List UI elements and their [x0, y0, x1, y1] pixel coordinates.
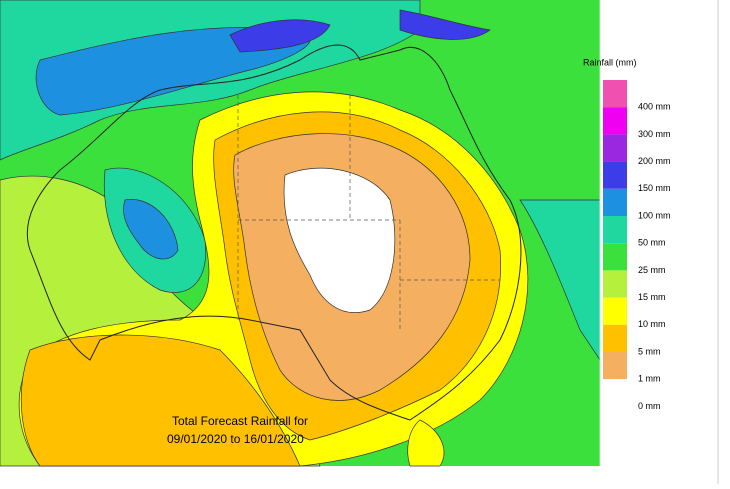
legend-label: 50 mm — [638, 238, 666, 248]
rain-zone — [123, 199, 179, 260]
coastline — [26, 44, 522, 421]
legend-swatch — [603, 352, 627, 380]
legend-label: 1 mm — [638, 374, 661, 384]
rainfall-map — [0, 0, 601, 467]
legend-label: 400 mm — [638, 102, 671, 112]
legend-label: 300 mm — [638, 129, 671, 139]
rain-zone — [399, 9, 491, 40]
legend-swatch — [603, 243, 627, 271]
legend-swatch — [603, 134, 627, 162]
legend-swatch — [603, 216, 627, 244]
legend-swatch — [603, 188, 627, 216]
legend-label: 25 mm — [638, 265, 666, 275]
legend-swatch — [603, 324, 627, 352]
rain-zone — [20, 334, 301, 467]
caption: Total Forecast Rainfall for — [172, 414, 308, 428]
legend-swatch — [603, 107, 627, 135]
legend-swatch — [603, 379, 627, 407]
legend-swatch — [603, 297, 627, 325]
rain-zone — [283, 167, 396, 313]
legend: 400 mm 300 mm 200 mm 150 mm 100 mm 50 mm 25 mm… — [603, 80, 671, 411]
legend-label: 0 mm — [638, 401, 661, 411]
caption: 09/01/2020 to 16/01/2020 — [167, 432, 304, 446]
legend-label: 200 mm — [638, 156, 671, 166]
rain-zone — [229, 19, 331, 53]
legend-label: 10 mm — [638, 319, 666, 329]
legend-label: 15 mm — [638, 292, 666, 302]
legend-swatch — [603, 161, 627, 189]
state-borders — [237, 95, 500, 330]
legend-swatch — [603, 270, 627, 298]
legend-label: 100 mm — [638, 210, 671, 220]
legend-label: 5 mm — [638, 346, 661, 356]
legend-swatch — [603, 80, 627, 108]
legend-title: Rainfall (mm) — [583, 57, 637, 67]
rain-zone — [407, 419, 445, 467]
rain-zone — [519, 199, 601, 362]
legend-label: 150 mm — [638, 183, 671, 193]
